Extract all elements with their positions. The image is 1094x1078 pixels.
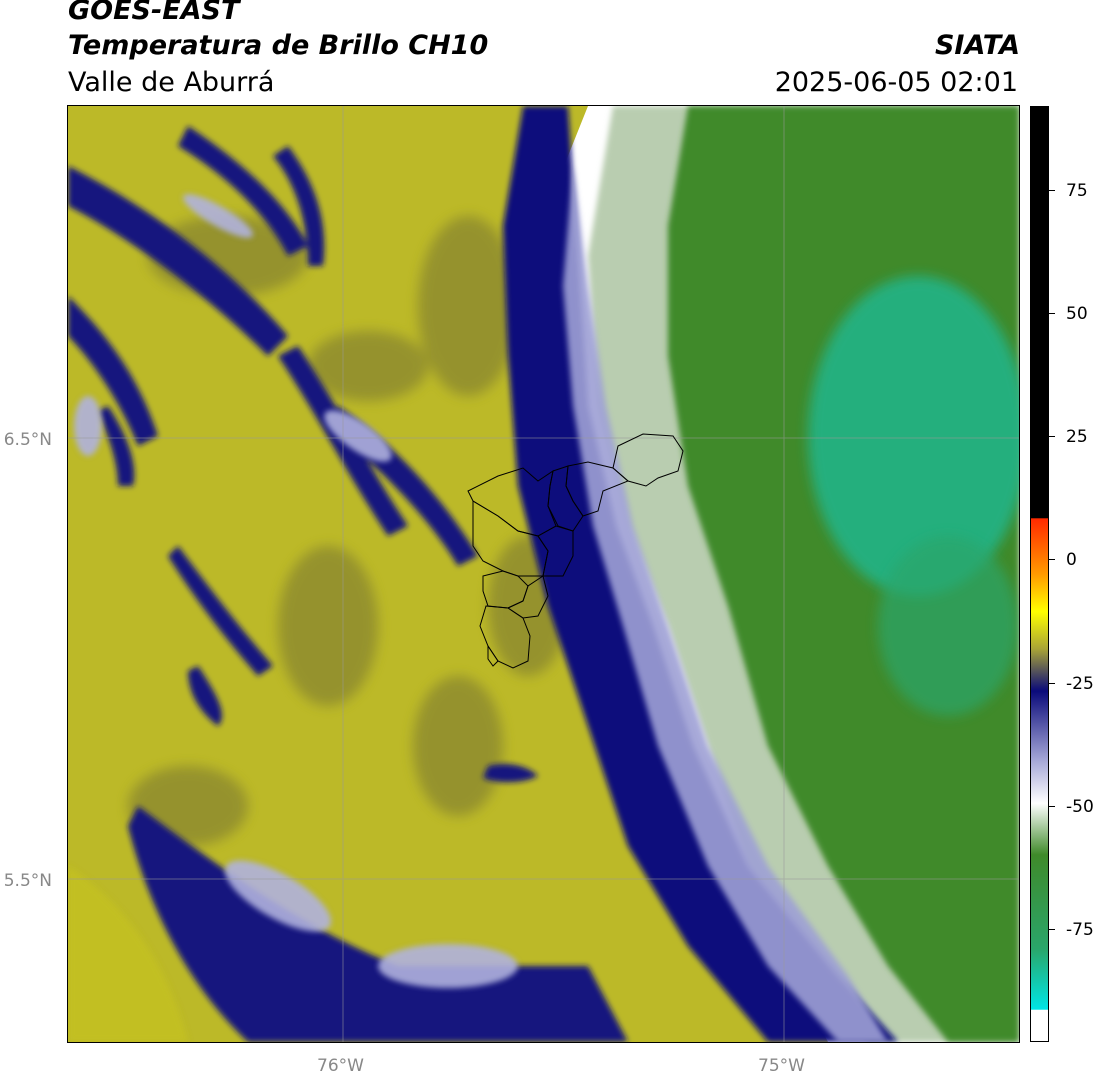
agency-label: SIATA: [934, 30, 1020, 61]
colorbar-tick-minus-25: -25: [1066, 674, 1094, 694]
datetime-label: 2025-06-05 02:01: [774, 67, 1018, 98]
colorbar-tick-minus-50: -50: [1066, 797, 1094, 817]
map-canvas: [68, 106, 1019, 1042]
colorbar-tick-25: 25: [1066, 427, 1088, 447]
graticule: [68, 106, 1019, 1042]
product-title: Temperatura de Brillo CH10: [68, 30, 489, 61]
lat-label-5-5: 5.5°N: [3, 871, 52, 891]
colorbar-tick-50: 50: [1066, 304, 1088, 324]
colorbar-tick-0: 0: [1066, 550, 1077, 570]
region-subtitle: Valle de Aburrá: [68, 67, 275, 98]
map-frame: [67, 105, 1020, 1043]
colorbar-frame: [1030, 106, 1049, 1042]
colorbar-tick-minus-75: -75: [1066, 920, 1094, 940]
teal-area: [808, 276, 1019, 596]
lon-label-76w: 76°W: [317, 1056, 364, 1076]
satellite-title: GOES-EAST: [68, 0, 240, 26]
lat-label-6-5: 6.5°N: [3, 430, 52, 450]
colorbar-tick-75: 75: [1066, 181, 1088, 201]
cold-cloud-band: [503, 106, 898, 1042]
brightness-temperature-map: [68, 106, 1019, 1042]
colorbar: [1030, 106, 1049, 1042]
lon-label-75w: 75°W: [758, 1056, 805, 1076]
municipal-boundaries: [467, 433, 684, 669]
colorbar-gradient: [1030, 106, 1049, 1042]
